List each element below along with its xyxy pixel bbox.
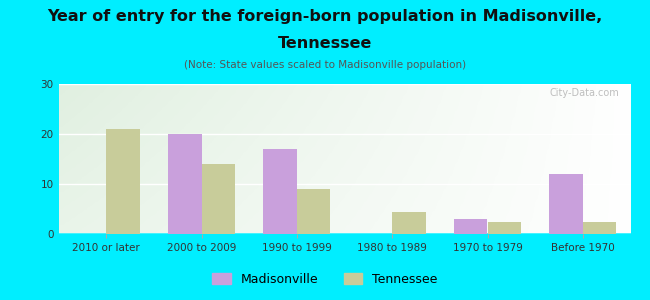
Bar bbox=[263, 149, 297, 234]
Bar bbox=[549, 174, 583, 234]
Bar bbox=[202, 164, 235, 234]
Bar bbox=[168, 134, 202, 234]
Bar bbox=[392, 212, 426, 234]
Text: (Note: State values scaled to Madisonville population): (Note: State values scaled to Madisonvil… bbox=[184, 60, 466, 70]
Bar bbox=[297, 189, 330, 234]
Legend: Madisonville, Tennessee: Madisonville, Tennessee bbox=[207, 268, 443, 291]
Bar bbox=[488, 221, 521, 234]
Text: Tennessee: Tennessee bbox=[278, 36, 372, 51]
Text: City-Data.com: City-Data.com bbox=[549, 88, 619, 98]
Bar bbox=[454, 219, 488, 234]
Bar bbox=[106, 129, 140, 234]
Text: Year of entry for the foreign-born population in Madisonville,: Year of entry for the foreign-born popul… bbox=[47, 9, 603, 24]
Bar bbox=[583, 221, 616, 234]
